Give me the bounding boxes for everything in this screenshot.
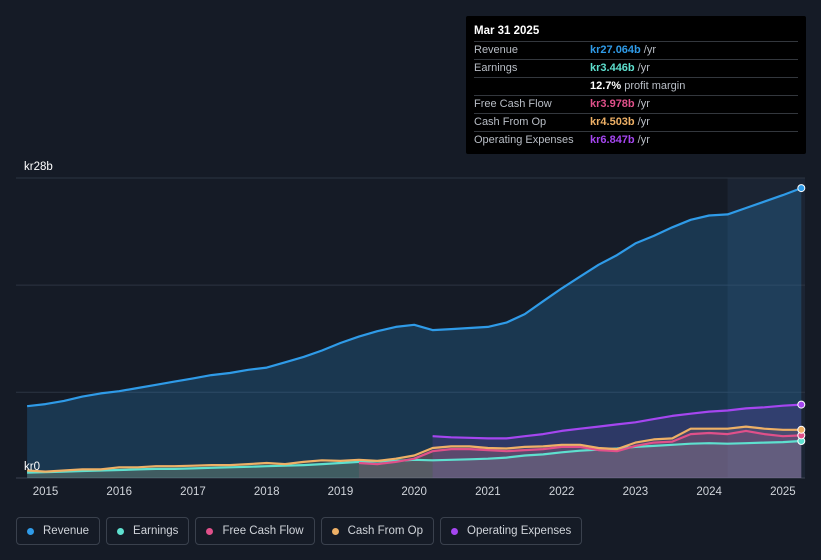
legend-dot-icon [117, 527, 125, 535]
cash-from-op-end-dot [797, 425, 806, 434]
tooltip-row-unit: /yr [637, 98, 650, 110]
x-tick-label: 2016 [106, 486, 132, 498]
x-tick-label: 2024 [696, 486, 722, 498]
legend-item-revenue[interactable]: Revenue [16, 517, 101, 545]
tooltip-row-unit: profit margin [624, 80, 686, 92]
tooltip-row: Cash From Op kr4.503b/yr [474, 114, 798, 132]
tooltip-row-value: kr3.978b [590, 98, 635, 110]
tooltip-row-unit: /yr [637, 62, 650, 74]
data-tooltip: Mar 31 2025 Revenue kr27.064b/yr Earnings k… [466, 16, 806, 154]
tooltip-row-value: kr6.847b [590, 134, 635, 146]
chart-legend: Revenue Earnings Free Cash Flow Cash From O… [16, 517, 583, 547]
tooltip-row: Operating Expenses kr6.847b/yr [474, 132, 798, 149]
y-tick-label-bottom: kr0 [24, 461, 40, 473]
legend-dot-icon [451, 527, 459, 535]
gridlines [16, 177, 805, 479]
tooltip-row-value: kr3.446b [590, 62, 635, 74]
tooltip-row-unit: /yr [637, 134, 650, 146]
legend-label: Earnings [133, 525, 179, 537]
legend-label: Free Cash Flow [222, 525, 304, 537]
tooltip-row: Earnings kr3.446b/yr [474, 60, 798, 78]
tooltip-row-label [474, 78, 590, 95]
legend-item-cash-from-op[interactable]: Cash From Op [320, 517, 435, 545]
legend-dot-icon [27, 527, 34, 535]
x-tick-label: 2021 [475, 486, 501, 498]
operating-expenses-line [432, 403, 802, 440]
x-tick-label: 2018 [254, 486, 280, 498]
legend-item-free-cash-flow[interactable]: Free Cash Flow [195, 517, 315, 545]
x-tick-label: 2022 [549, 486, 575, 498]
free-cash-flow-line [358, 429, 802, 466]
x-tick-label: 2019 [328, 486, 354, 498]
tooltip-row-label: Cash From Op [474, 116, 547, 128]
tooltip-row-unit: /yr [643, 44, 656, 56]
operating-expenses-area [432, 404, 802, 478]
x-tick-label: 2015 [33, 486, 59, 498]
x-tick-label: 2023 [623, 486, 649, 498]
x-tick-label: 2017 [180, 486, 206, 498]
x-axis-ticks: 2015 2016 2017 2018 2019 2020 2021 2022 2023 2024… [33, 486, 796, 498]
legend-dot-icon [331, 527, 339, 535]
tooltip-row-value: kr4.503b [590, 116, 635, 128]
legend-item-operating-expenses[interactable]: Operating Expenses [440, 517, 583, 545]
tooltip-row-label: Operating Expenses [474, 134, 574, 146]
y-tick-label-top: kr28b [24, 161, 53, 173]
revenue-end-dot [797, 184, 806, 193]
tooltip-row-label: Earnings [474, 62, 518, 74]
x-tick-label: 2020 [401, 486, 427, 498]
tooltip-date: Mar 31 2025 [474, 23, 798, 42]
tooltip-row: Free Cash Flow kr3.978b/yr [474, 96, 798, 114]
cash-from-op-line [27, 425, 802, 473]
tooltip-row-value: 12.7% [590, 80, 622, 92]
tooltip-row-unit: /yr [637, 116, 650, 128]
tooltip-row-label: Free Cash Flow [474, 98, 552, 110]
series-end-dots [797, 184, 806, 446]
legend-label: Revenue [43, 525, 90, 537]
legend-label: Cash From Op [347, 525, 424, 537]
x-tick-label: 2025 [770, 486, 796, 498]
legend-item-earnings[interactable]: Earnings [106, 517, 190, 545]
tooltip-row: 12.7% profit margin [474, 78, 798, 96]
revenue-line [26, 187, 802, 408]
legend-dot-icon [206, 527, 214, 535]
plot-background [16, 178, 805, 478]
tooltip-row-label: Revenue [474, 44, 519, 56]
tooltip-row: Revenue kr27.064b/yr [474, 42, 798, 60]
series-lines [26, 187, 802, 474]
operating-expenses-end-dot [797, 400, 806, 409]
tooltip-row-value: kr27.064b [590, 44, 641, 56]
tooltip-rows: Revenue kr27.064b/yr Earnings kr3.446b/yr 12… [474, 42, 798, 149]
legend-label: Operating Expenses [467, 525, 572, 537]
